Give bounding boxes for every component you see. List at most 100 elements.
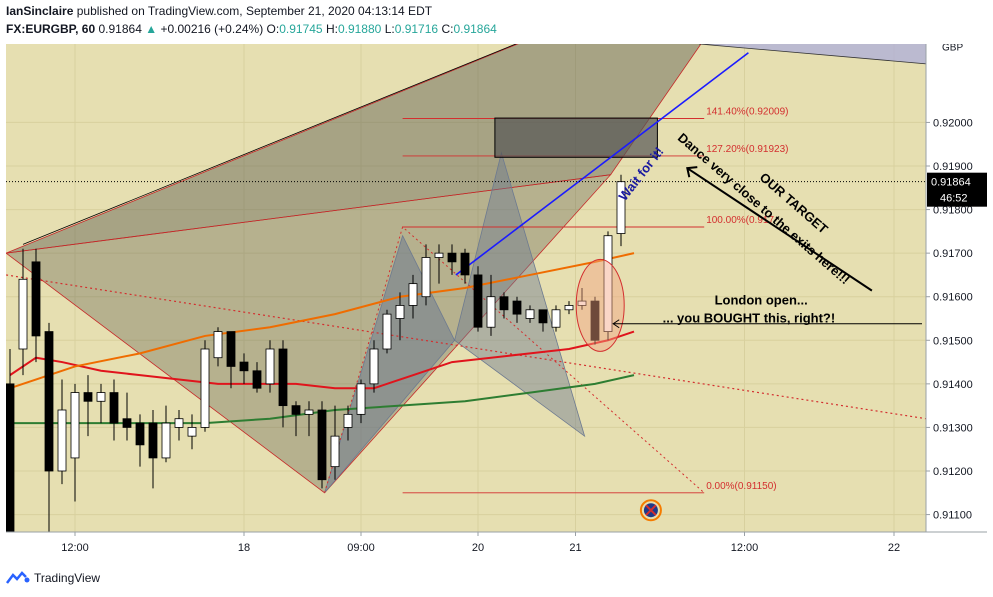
fib-level-label: 127.20%(0.91923) (706, 144, 788, 155)
up-arrow-icon: ▲ (145, 22, 158, 36)
candle-body (252, 370, 262, 389)
candle-body (330, 435, 340, 468)
candle-body (460, 252, 470, 276)
candle-body (239, 361, 249, 372)
price-tick-label: 0.91700 (933, 248, 973, 260)
candle-body (109, 392, 119, 424)
candle-body (57, 409, 67, 472)
candle-body (148, 422, 158, 459)
candle-body (473, 274, 483, 328)
candle-body (577, 300, 587, 306)
candle-body (590, 300, 600, 341)
candle-body (408, 283, 418, 306)
candle-body (70, 392, 80, 459)
price-tick-label: 0.91900 (933, 161, 973, 173)
footer: TradingView (6, 568, 100, 588)
candle-body (174, 418, 184, 428)
candle-body (226, 331, 236, 367)
candle-body (317, 409, 327, 481)
low-value: 0.91716 (394, 22, 439, 36)
time-axis-bg (6, 532, 987, 562)
last-price-badge-value: 0.91864 (931, 177, 971, 189)
publish-info: IanSinclaire published on TradingView.co… (6, 4, 432, 18)
price-chart[interactable]: 141.40%(0.92009) 127.20%(0.91923) 100.00%(… (6, 44, 987, 562)
price-tick-label: 0.91600 (933, 292, 973, 304)
candle-body (31, 261, 41, 337)
candle-body (343, 413, 353, 428)
fib-levels: 141.40%(0.92009) 127.20%(0.91923) 100.00%(… (402, 107, 788, 494)
candle-body (213, 331, 223, 359)
currency-label: GBP (942, 44, 963, 53)
candle-body (395, 305, 405, 319)
symbol-line: FX:EURGBP, 60 0.91864 ▲ +0.00216 (+0.24%… (6, 22, 497, 36)
target-zone-box (494, 117, 658, 158)
candle-body (265, 348, 275, 385)
tradingview-logo-icon[interactable] (6, 571, 30, 585)
candle-body (83, 392, 93, 402)
pattern-triangle-upper (6, 44, 702, 254)
price-tick-label: 0.92000 (933, 117, 973, 129)
moving-average-line (9, 330, 635, 390)
low-label: L: (384, 22, 395, 36)
candle-body (161, 422, 171, 459)
harmonic-patterns (6, 44, 987, 494)
pattern-bcd (454, 151, 586, 438)
dotted-trendline-red (6, 274, 927, 420)
moving-average-line (9, 252, 635, 390)
candle-body (382, 313, 392, 350)
pattern-top-right (698, 44, 987, 70)
footer-brand[interactable]: TradingView (34, 571, 101, 585)
london-open-ellipse (575, 258, 625, 352)
london-pointer-arrowhead (612, 319, 620, 329)
candle-body (18, 278, 28, 350)
candle-body (278, 348, 288, 407)
last-price-value: 0.91864 (98, 22, 142, 36)
open-label: O: (266, 22, 280, 36)
time-tick-label: 21 (569, 542, 581, 554)
time-tick-label: 22 (888, 542, 900, 554)
high-value: 0.91880 (337, 22, 382, 36)
published-text: published on TradingView.com, September … (76, 4, 433, 18)
candle-body (551, 309, 561, 328)
price-tick-label: 0.91800 (933, 205, 973, 217)
price-axis[interactable]: GBP 0.92000 0.91900 0.91800 0.91700 0.91600 0.… (926, 44, 987, 522)
high-label: H: (325, 22, 338, 36)
time-tick-label: 20 (472, 542, 484, 554)
candle-body (187, 427, 197, 437)
time-tick-label: 12:00 (61, 542, 89, 554)
bar-countdown: 46:52 (940, 193, 968, 205)
candle-body (6, 383, 15, 537)
target-arrowhead (686, 166, 698, 178)
candle-body (447, 252, 457, 263)
publisher-name[interactable]: IanSinclaire (6, 4, 74, 18)
candle-body (135, 422, 145, 446)
candle-body (512, 300, 522, 315)
price-axis-bg (926, 44, 987, 532)
price-tick-label: 0.91200 (933, 466, 973, 478)
bought-label: ... you BOUGHT this, right?! (663, 310, 836, 325)
price-tick-label: 0.91500 (933, 335, 973, 347)
last-price-badge (927, 172, 987, 207)
candle-body (525, 309, 535, 319)
candle-body (122, 418, 132, 428)
candle-body (421, 257, 431, 298)
candle-body (44, 331, 54, 472)
close-label: C: (441, 22, 454, 36)
fib-level-label: 141.40%(0.92009) (706, 107, 788, 118)
candles (6, 174, 926, 537)
change-value: +0.00216 (+0.24%) (160, 22, 264, 36)
blue-trendline (455, 52, 749, 276)
price-tick-label: 0.91300 (933, 422, 973, 434)
candle-body (434, 252, 444, 258)
time-tick-label: 09:00 (347, 542, 375, 554)
close-value: 0.91864 (453, 22, 497, 36)
candle-body (564, 305, 574, 311)
candle-body (291, 405, 301, 415)
candle-body (499, 296, 509, 311)
candle-body (356, 383, 366, 415)
symbol-label: FX:EURGBP, 60 (6, 22, 96, 36)
candle-body (200, 348, 210, 428)
target-arrow-line (686, 167, 873, 292)
uk-flag-icon-cross (645, 504, 657, 516)
time-axis[interactable]: 12:00 18 09:00 20 21 12:00 22 (61, 532, 900, 554)
